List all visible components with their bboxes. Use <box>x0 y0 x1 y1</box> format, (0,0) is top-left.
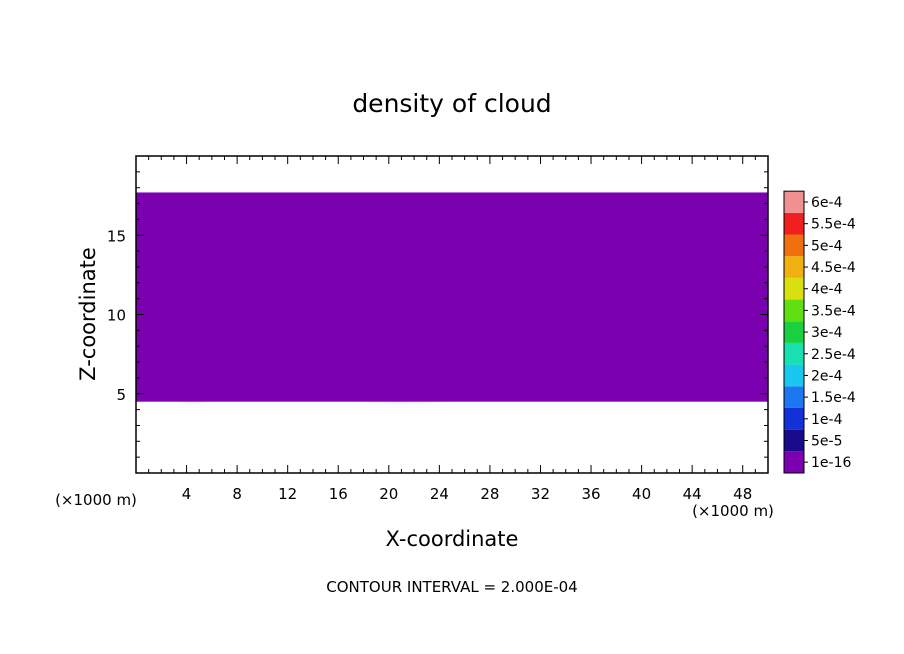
colorbar-swatch <box>784 256 804 278</box>
colorbar-label: 2e-4 <box>811 368 843 384</box>
colorbar-label: 3e-4 <box>811 325 843 341</box>
colorbar-swatch <box>784 321 804 343</box>
colorbar-label: 6e-4 <box>811 195 843 211</box>
colorbar-swatch <box>784 234 804 257</box>
x-tick-label: 28 <box>480 485 499 503</box>
x-tick-label: 16 <box>329 485 348 503</box>
colorbar-swatch <box>784 299 804 322</box>
x-tick-label: 8 <box>232 485 242 503</box>
colorbar-label: 2.5e-4 <box>811 347 856 363</box>
x-tick-label: 4 <box>182 485 192 503</box>
x-tick-label: 36 <box>581 485 600 503</box>
cloud-density-field <box>136 192 768 402</box>
x-tick-label: 48 <box>733 485 752 503</box>
colorbar: 1e-16 5e-5 1e-4 1.5e-4 2e-4 2.5e-4 3e-4 3.5e-4 4… <box>783 190 856 474</box>
colorbar-label: 4e-4 <box>811 282 843 298</box>
y-tick-label: 15 <box>107 227 126 245</box>
colorbar-label: 3.5e-4 <box>811 303 856 319</box>
colorbar-label: 1e-16 <box>811 455 851 471</box>
colorbar-label: 4.5e-4 <box>811 260 856 276</box>
contour-interval-note: CONTOUR INTERVAL = 2.000E-04 <box>326 578 577 596</box>
colorbar-swatch <box>784 277 804 300</box>
colorbar-frame <box>783 190 805 474</box>
x-unit-right: (×1000 m) <box>692 502 774 520</box>
chart-title: density of cloud <box>352 89 551 118</box>
density-region <box>136 192 768 402</box>
x-unit-left: (×1000 m) <box>55 491 137 509</box>
y-axis: 5 10 15 <box>107 171 768 458</box>
y-tick-label: 10 <box>107 307 126 325</box>
colorbar-swatch <box>784 429 804 452</box>
colorbar-swatch <box>784 386 804 408</box>
colorbar-swatch <box>784 212 804 235</box>
colorbar-label: 5e-5 <box>811 433 842 449</box>
x-tick-label: 32 <box>531 485 550 503</box>
colorbar-swatch <box>784 451 804 473</box>
colorbar-label: 1.5e-4 <box>811 390 856 406</box>
colorbar-label: 5.5e-4 <box>811 217 856 233</box>
colorbar-label: 1e-4 <box>811 412 843 428</box>
x-axis-label: X-coordinate <box>386 527 519 551</box>
x-tick-label: 12 <box>278 485 297 503</box>
colorbar-swatch <box>784 364 804 387</box>
colorbar-swatch <box>784 342 804 365</box>
x-tick-label: 44 <box>683 485 702 503</box>
colorbar-swatch <box>784 407 804 430</box>
x-tick-label: 20 <box>379 485 398 503</box>
y-tick-label: 5 <box>116 386 126 404</box>
colorbar-label: 5e-4 <box>811 238 843 254</box>
y-axis-label: Z-coordinate <box>76 247 100 381</box>
x-tick-label: 40 <box>632 485 651 503</box>
colorbar-swatch <box>784 191 804 213</box>
x-tick-label: 24 <box>430 485 449 503</box>
x-axis: 4 8 12 16 20 24 28 32 36 40 44 48 <box>148 156 756 503</box>
